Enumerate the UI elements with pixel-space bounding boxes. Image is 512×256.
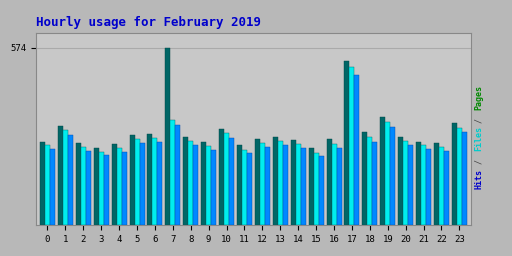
- Bar: [242, 150, 247, 225]
- Bar: [332, 144, 336, 225]
- Bar: [237, 145, 242, 225]
- Bar: [327, 139, 332, 225]
- Bar: [336, 148, 342, 225]
- Bar: [45, 145, 50, 225]
- Bar: [345, 61, 349, 225]
- Bar: [68, 135, 73, 225]
- Bar: [140, 143, 144, 225]
- Bar: [219, 129, 224, 225]
- Bar: [153, 138, 158, 225]
- Bar: [193, 145, 198, 225]
- Bar: [462, 132, 467, 225]
- Bar: [452, 123, 457, 225]
- Bar: [398, 137, 403, 225]
- Bar: [265, 147, 270, 225]
- Bar: [390, 127, 395, 225]
- Bar: [170, 120, 175, 225]
- Bar: [421, 145, 426, 225]
- Bar: [362, 132, 367, 225]
- Bar: [434, 143, 439, 225]
- Bar: [76, 143, 81, 225]
- Bar: [314, 153, 318, 225]
- Bar: [385, 122, 390, 225]
- Bar: [201, 142, 206, 225]
- Bar: [211, 150, 216, 225]
- Text: /: /: [474, 118, 483, 123]
- Text: /: /: [474, 159, 483, 164]
- Bar: [40, 142, 45, 225]
- Bar: [81, 147, 86, 225]
- Bar: [291, 140, 296, 225]
- Bar: [175, 125, 180, 225]
- Bar: [63, 130, 68, 225]
- Bar: [229, 138, 234, 225]
- Bar: [367, 137, 372, 225]
- Bar: [183, 137, 188, 225]
- Bar: [408, 145, 413, 225]
- Bar: [260, 143, 265, 225]
- Bar: [309, 148, 314, 225]
- Bar: [296, 144, 301, 225]
- Bar: [439, 147, 444, 225]
- Text: Hourly usage for February 2019: Hourly usage for February 2019: [36, 16, 261, 29]
- Bar: [457, 128, 462, 225]
- Bar: [354, 75, 359, 225]
- Bar: [112, 144, 117, 225]
- Bar: [301, 148, 306, 225]
- Bar: [372, 142, 377, 225]
- Bar: [380, 117, 385, 225]
- Text: Hits: Hits: [474, 169, 483, 189]
- Text: Pages: Pages: [474, 85, 483, 110]
- Bar: [130, 135, 135, 225]
- Bar: [403, 141, 408, 225]
- Bar: [86, 151, 91, 225]
- Text: Files: Files: [474, 126, 483, 151]
- Bar: [99, 152, 104, 225]
- Bar: [416, 142, 421, 225]
- Bar: [158, 142, 162, 225]
- Bar: [426, 150, 431, 225]
- Bar: [117, 148, 122, 225]
- Bar: [104, 155, 109, 225]
- Bar: [318, 156, 324, 225]
- Bar: [278, 141, 283, 225]
- Bar: [165, 48, 170, 225]
- Bar: [255, 139, 260, 225]
- Bar: [135, 139, 140, 225]
- Bar: [349, 67, 354, 225]
- Bar: [147, 134, 153, 225]
- Bar: [94, 148, 99, 225]
- Bar: [58, 126, 63, 225]
- Bar: [444, 151, 449, 225]
- Bar: [50, 150, 55, 225]
- Bar: [206, 146, 211, 225]
- Bar: [224, 133, 229, 225]
- Bar: [283, 145, 288, 225]
- Bar: [247, 153, 252, 225]
- Bar: [122, 152, 126, 225]
- Bar: [188, 141, 193, 225]
- Bar: [273, 137, 278, 225]
